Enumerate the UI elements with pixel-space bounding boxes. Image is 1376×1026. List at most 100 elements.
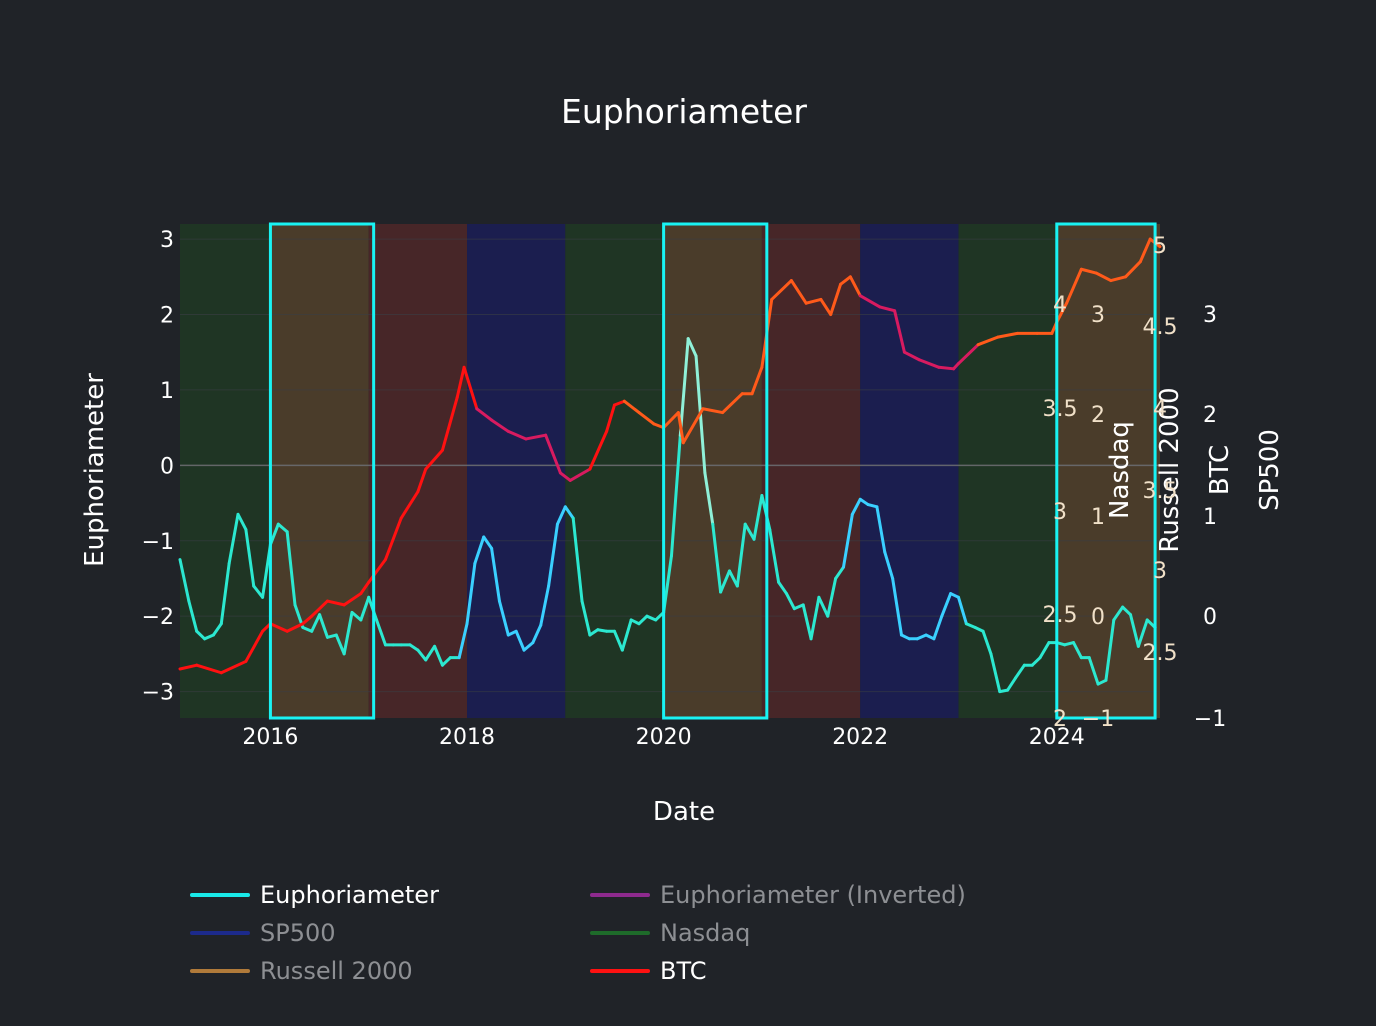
- secondary-tick-russell: 3: [1091, 303, 1105, 328]
- regime-band: [761, 224, 861, 718]
- series-line-1: [268, 622, 289, 633]
- series-line-1: [544, 433, 562, 475]
- series-line-1: [424, 448, 444, 471]
- legend-item[interactable]: Russell 2000: [190, 954, 413, 988]
- regime-band: [958, 224, 1057, 718]
- series-line-1: [770, 279, 793, 301]
- regime-band: [565, 224, 664, 718]
- secondary-tick-btc: 4: [1153, 397, 1167, 422]
- series-line-0: [571, 516, 584, 603]
- series-line-1: [588, 429, 609, 471]
- legend-item[interactable]: Euphoriameter: [190, 878, 439, 912]
- series-line-1: [455, 365, 466, 399]
- series-line-1: [976, 335, 1000, 347]
- legend-swatch: [590, 969, 650, 973]
- secondary-tick-russell: 2: [1091, 403, 1105, 428]
- series-line-0: [490, 546, 501, 603]
- series-line-0: [834, 565, 845, 580]
- legend-item[interactable]: SP500: [190, 916, 336, 950]
- series-line-1: [848, 275, 862, 298]
- series-line-0: [350, 610, 363, 622]
- series-line-0: [883, 550, 895, 580]
- regime-band: [180, 224, 271, 718]
- series-line-1: [652, 422, 666, 430]
- highlight-boxes: [268, 222, 1157, 720]
- series-line-1: [612, 399, 626, 407]
- series-line-0: [891, 576, 903, 637]
- series-line-0: [465, 561, 477, 626]
- series-line-0: [866, 503, 879, 509]
- series-line-0: [841, 512, 854, 569]
- secondary-tick-nasdaq: 2: [1053, 707, 1067, 732]
- legend-item[interactable]: Nasdaq: [590, 916, 750, 950]
- y-tick-label: 2: [160, 304, 174, 329]
- series-line-0: [187, 599, 199, 633]
- series-line-0: [1121, 605, 1133, 617]
- series-line-0: [203, 633, 215, 641]
- series-line-0: [1006, 676, 1018, 692]
- series-line-0: [784, 592, 796, 611]
- series-line-1: [301, 614, 314, 626]
- series-line-0: [752, 494, 764, 541]
- series-line-0: [301, 625, 314, 633]
- series-line-1: [637, 411, 656, 426]
- series-line-1: [858, 294, 882, 309]
- series-line-1: [676, 411, 685, 445]
- secondary-tick-sp500: 1: [1203, 505, 1217, 530]
- regime-band: [270, 224, 369, 718]
- series-line-0: [563, 505, 575, 520]
- series-line-0: [989, 652, 1002, 694]
- series-line-1: [605, 403, 616, 433]
- secondary-tick-sp500: 0: [1203, 605, 1217, 630]
- series-line-0: [375, 618, 387, 647]
- series-line-0: [497, 599, 510, 637]
- series-line-0: [1030, 656, 1042, 667]
- secondary-tick-russell: −1: [1082, 707, 1114, 732]
- series-line-0: [433, 644, 444, 667]
- series-line-0: [285, 530, 297, 607]
- series-line-0: [1087, 656, 1100, 686]
- series-line-1: [789, 279, 808, 305]
- regime-band: [467, 224, 566, 718]
- series-line-0: [334, 633, 346, 656]
- highlight-box: [268, 222, 376, 720]
- series-line-1: [829, 282, 843, 317]
- legend-item[interactable]: Euphoriameter (Inverted): [590, 878, 966, 912]
- series-line-0: [178, 558, 191, 603]
- series-line-1: [310, 599, 329, 618]
- series-line-0: [826, 576, 838, 618]
- series-line-0: [801, 603, 813, 641]
- legend-swatch: [590, 931, 650, 935]
- series-line-0: [1129, 613, 1140, 648]
- series-line-1: [917, 358, 941, 369]
- secondary-axis-title-sp500: SP500: [1255, 429, 1285, 511]
- y-tick-label: 3: [160, 228, 174, 253]
- legend-label: Euphoriameter (Inverted): [660, 881, 966, 909]
- y-tick-label: −3: [142, 681, 174, 706]
- series-line-1: [558, 471, 572, 482]
- legend-swatch: [190, 893, 250, 897]
- series-line-0: [1136, 618, 1149, 648]
- secondary-axis-title-nasdaq: Nasdaq: [1105, 421, 1135, 519]
- series-line-1: [804, 297, 823, 305]
- x-tick-label: 2020: [636, 725, 692, 750]
- legend-item[interactable]: BTC: [590, 954, 706, 988]
- series-line-1: [622, 399, 641, 415]
- regime-band: [368, 224, 468, 718]
- series-line-1: [1065, 267, 1083, 305]
- secondary-tick-russell: 1: [1091, 505, 1105, 530]
- series-line-1: [367, 558, 387, 584]
- y-axis-title: Euphoriameter: [80, 373, 110, 567]
- series-line-1: [1055, 301, 1069, 324]
- series-line-1: [359, 580, 371, 596]
- series-line-1: [178, 663, 199, 671]
- series-line-0: [875, 505, 887, 554]
- series-line-1: [956, 343, 980, 366]
- series-line-0: [522, 641, 535, 652]
- series-line-0: [539, 584, 551, 627]
- series-line-0: [276, 522, 289, 534]
- series-line-0: [817, 595, 830, 618]
- series-line-1: [506, 429, 528, 441]
- series-line-0: [768, 527, 781, 584]
